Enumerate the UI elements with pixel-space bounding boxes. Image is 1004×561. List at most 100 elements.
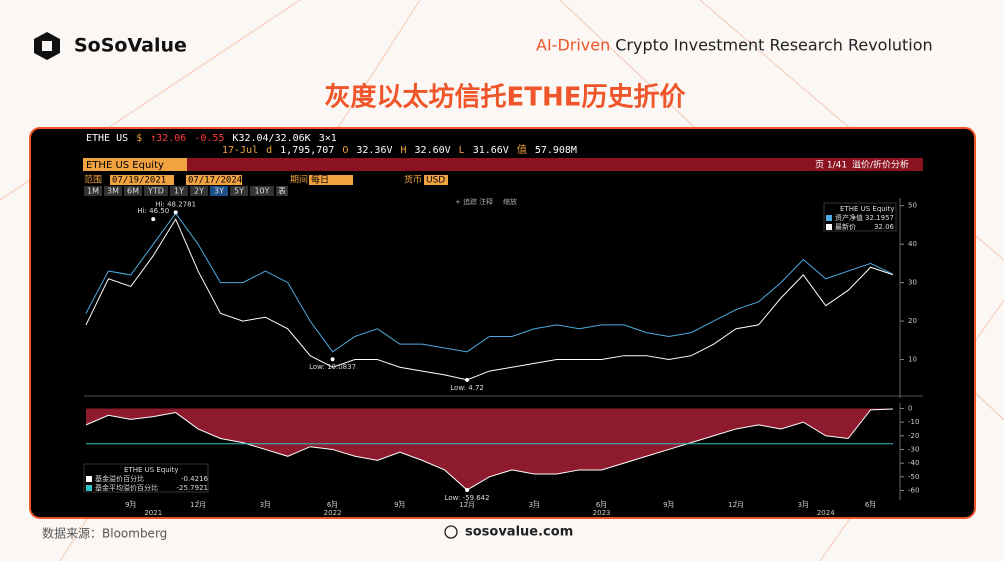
range-button[interactable]	[84, 186, 102, 196]
range-button[interactable]	[190, 186, 208, 196]
legend-title: ETHE US Equity	[840, 205, 895, 213]
legend-box	[83, 463, 209, 493]
terminal-field: 31.66V	[473, 145, 509, 156]
range-button[interactable]	[276, 186, 288, 196]
series-line	[85, 212, 894, 353]
x-tick-label: 3月	[529, 501, 540, 509]
security: ETHE US Equity	[86, 160, 164, 171]
tool[interactable]: + 追踪	[455, 197, 477, 206]
y-tick-label: -40	[908, 459, 919, 467]
globe-icon	[444, 525, 458, 539]
y-tick-label: -50	[908, 473, 919, 481]
tagline: Crypto Investment Research Revolution	[615, 36, 932, 55]
security-bar	[83, 158, 923, 171]
legend-value: 32.1957	[865, 214, 894, 222]
range-button[interactable]	[144, 186, 168, 196]
terminal-field: ↑32.06	[150, 133, 186, 144]
currency-box[interactable]	[424, 175, 448, 185]
annotation: Low: -59.642	[445, 494, 490, 502]
legend-swatch	[826, 215, 832, 221]
currency: USD	[426, 176, 445, 186]
legend-value: -0.4216	[181, 475, 209, 483]
range-button[interactable]	[124, 186, 142, 196]
range-button[interactable]	[170, 186, 188, 196]
range-button-label[interactable]: 2Y	[194, 187, 204, 196]
range-button-label[interactable]: 3M	[107, 187, 119, 196]
currency-label: 货币	[404, 174, 422, 186]
range-button[interactable]	[230, 186, 248, 196]
page-number: 页 1/41	[815, 160, 847, 171]
y-tick-label: -60	[908, 486, 919, 494]
x-tick-label: 9月	[394, 501, 405, 509]
tool[interactable]: 注释	[479, 197, 493, 206]
x-tick-label: 12月	[459, 501, 475, 509]
y-tick-label: 20	[908, 317, 917, 325]
annotation: Hi: 48.2781	[155, 200, 196, 208]
terminal-field: ETHE US	[86, 133, 128, 144]
annotation-point	[151, 217, 156, 222]
terminal-field: $	[136, 133, 142, 144]
x-tick-label: 6月	[596, 501, 607, 509]
end-box[interactable]	[186, 175, 242, 185]
legend-swatch	[86, 476, 92, 482]
function-name: 溢价/折价分析	[852, 159, 909, 171]
legend-value: -25.7921	[177, 484, 208, 492]
logo-icon	[34, 32, 60, 60]
terminal-field: O	[342, 145, 348, 156]
x-tick-label: 9月	[125, 501, 136, 509]
legend-label: 基金平均溢价百分比	[95, 483, 158, 492]
start-box[interactable]	[110, 175, 174, 185]
start-date[interactable]: 07/19/2021	[112, 176, 166, 186]
annotation: Low: 10.0837	[309, 363, 356, 371]
legend-label: 资产净值	[835, 213, 863, 222]
range-button-label[interactable]: 表	[278, 186, 286, 196]
x-tick-label: 12月	[190, 501, 206, 509]
end-date[interactable]: 07/17/2024	[188, 176, 242, 186]
source: 数据来源：Bloomberg	[42, 526, 167, 541]
annotation-point	[465, 487, 470, 492]
range-button[interactable]	[210, 186, 228, 196]
range-button-label[interactable]: 5Y	[234, 187, 244, 196]
series-line	[85, 218, 894, 381]
logo: SoSoValue	[74, 35, 187, 57]
y-tick-label: -30	[908, 445, 919, 453]
y-tick-label: -10	[908, 418, 919, 426]
terminal-field: K32.04/32.06K	[232, 133, 310, 144]
terminal-field: 1,795,707	[280, 145, 334, 156]
legend-title: ETHE US Equity	[124, 466, 179, 474]
range-button-label[interactable]: 10Y	[254, 187, 269, 196]
terminal-field: 32.36V	[356, 145, 392, 156]
terminal-field: H	[401, 145, 407, 156]
x-group-label: 2022	[324, 509, 342, 517]
range-button-label[interactable]: 1M	[87, 187, 99, 196]
terminal-field: 57.908M	[535, 145, 577, 156]
period[interactable]: 每日	[311, 174, 329, 186]
annotation-point	[173, 210, 178, 215]
legend-value: 32.06	[874, 223, 895, 231]
range-button-label[interactable]: 6M	[127, 187, 139, 196]
range-button-label[interactable]: 1Y	[174, 187, 184, 196]
range-button-label[interactable]: YTD	[147, 187, 164, 196]
range-button-label[interactable]: 3Y	[214, 187, 224, 196]
x-group-label: 2023	[593, 509, 611, 517]
series-area	[86, 408, 893, 490]
x-tick-label: 12月	[728, 501, 744, 509]
annotation: Low: 4.72	[450, 384, 484, 392]
tool[interactable]: 缩放	[503, 197, 517, 206]
terminal-field: L	[459, 145, 465, 156]
range-button[interactable]	[250, 186, 274, 196]
x-tick-label: 9月	[663, 501, 674, 509]
range-button[interactable]	[104, 186, 122, 196]
terminal-field: -0.55	[194, 133, 224, 144]
terminal-field: 17-Jul	[222, 145, 258, 156]
y-tick-label: 40	[908, 240, 917, 248]
range-label: 范围	[84, 174, 102, 186]
period-label: 期间	[290, 174, 308, 186]
period-box[interactable]	[309, 175, 353, 185]
x-group-label: 2024	[817, 509, 835, 517]
terminal-field: d	[266, 145, 272, 156]
site: sosovalue.com	[465, 525, 573, 540]
x-group-label: 2021	[144, 509, 162, 517]
